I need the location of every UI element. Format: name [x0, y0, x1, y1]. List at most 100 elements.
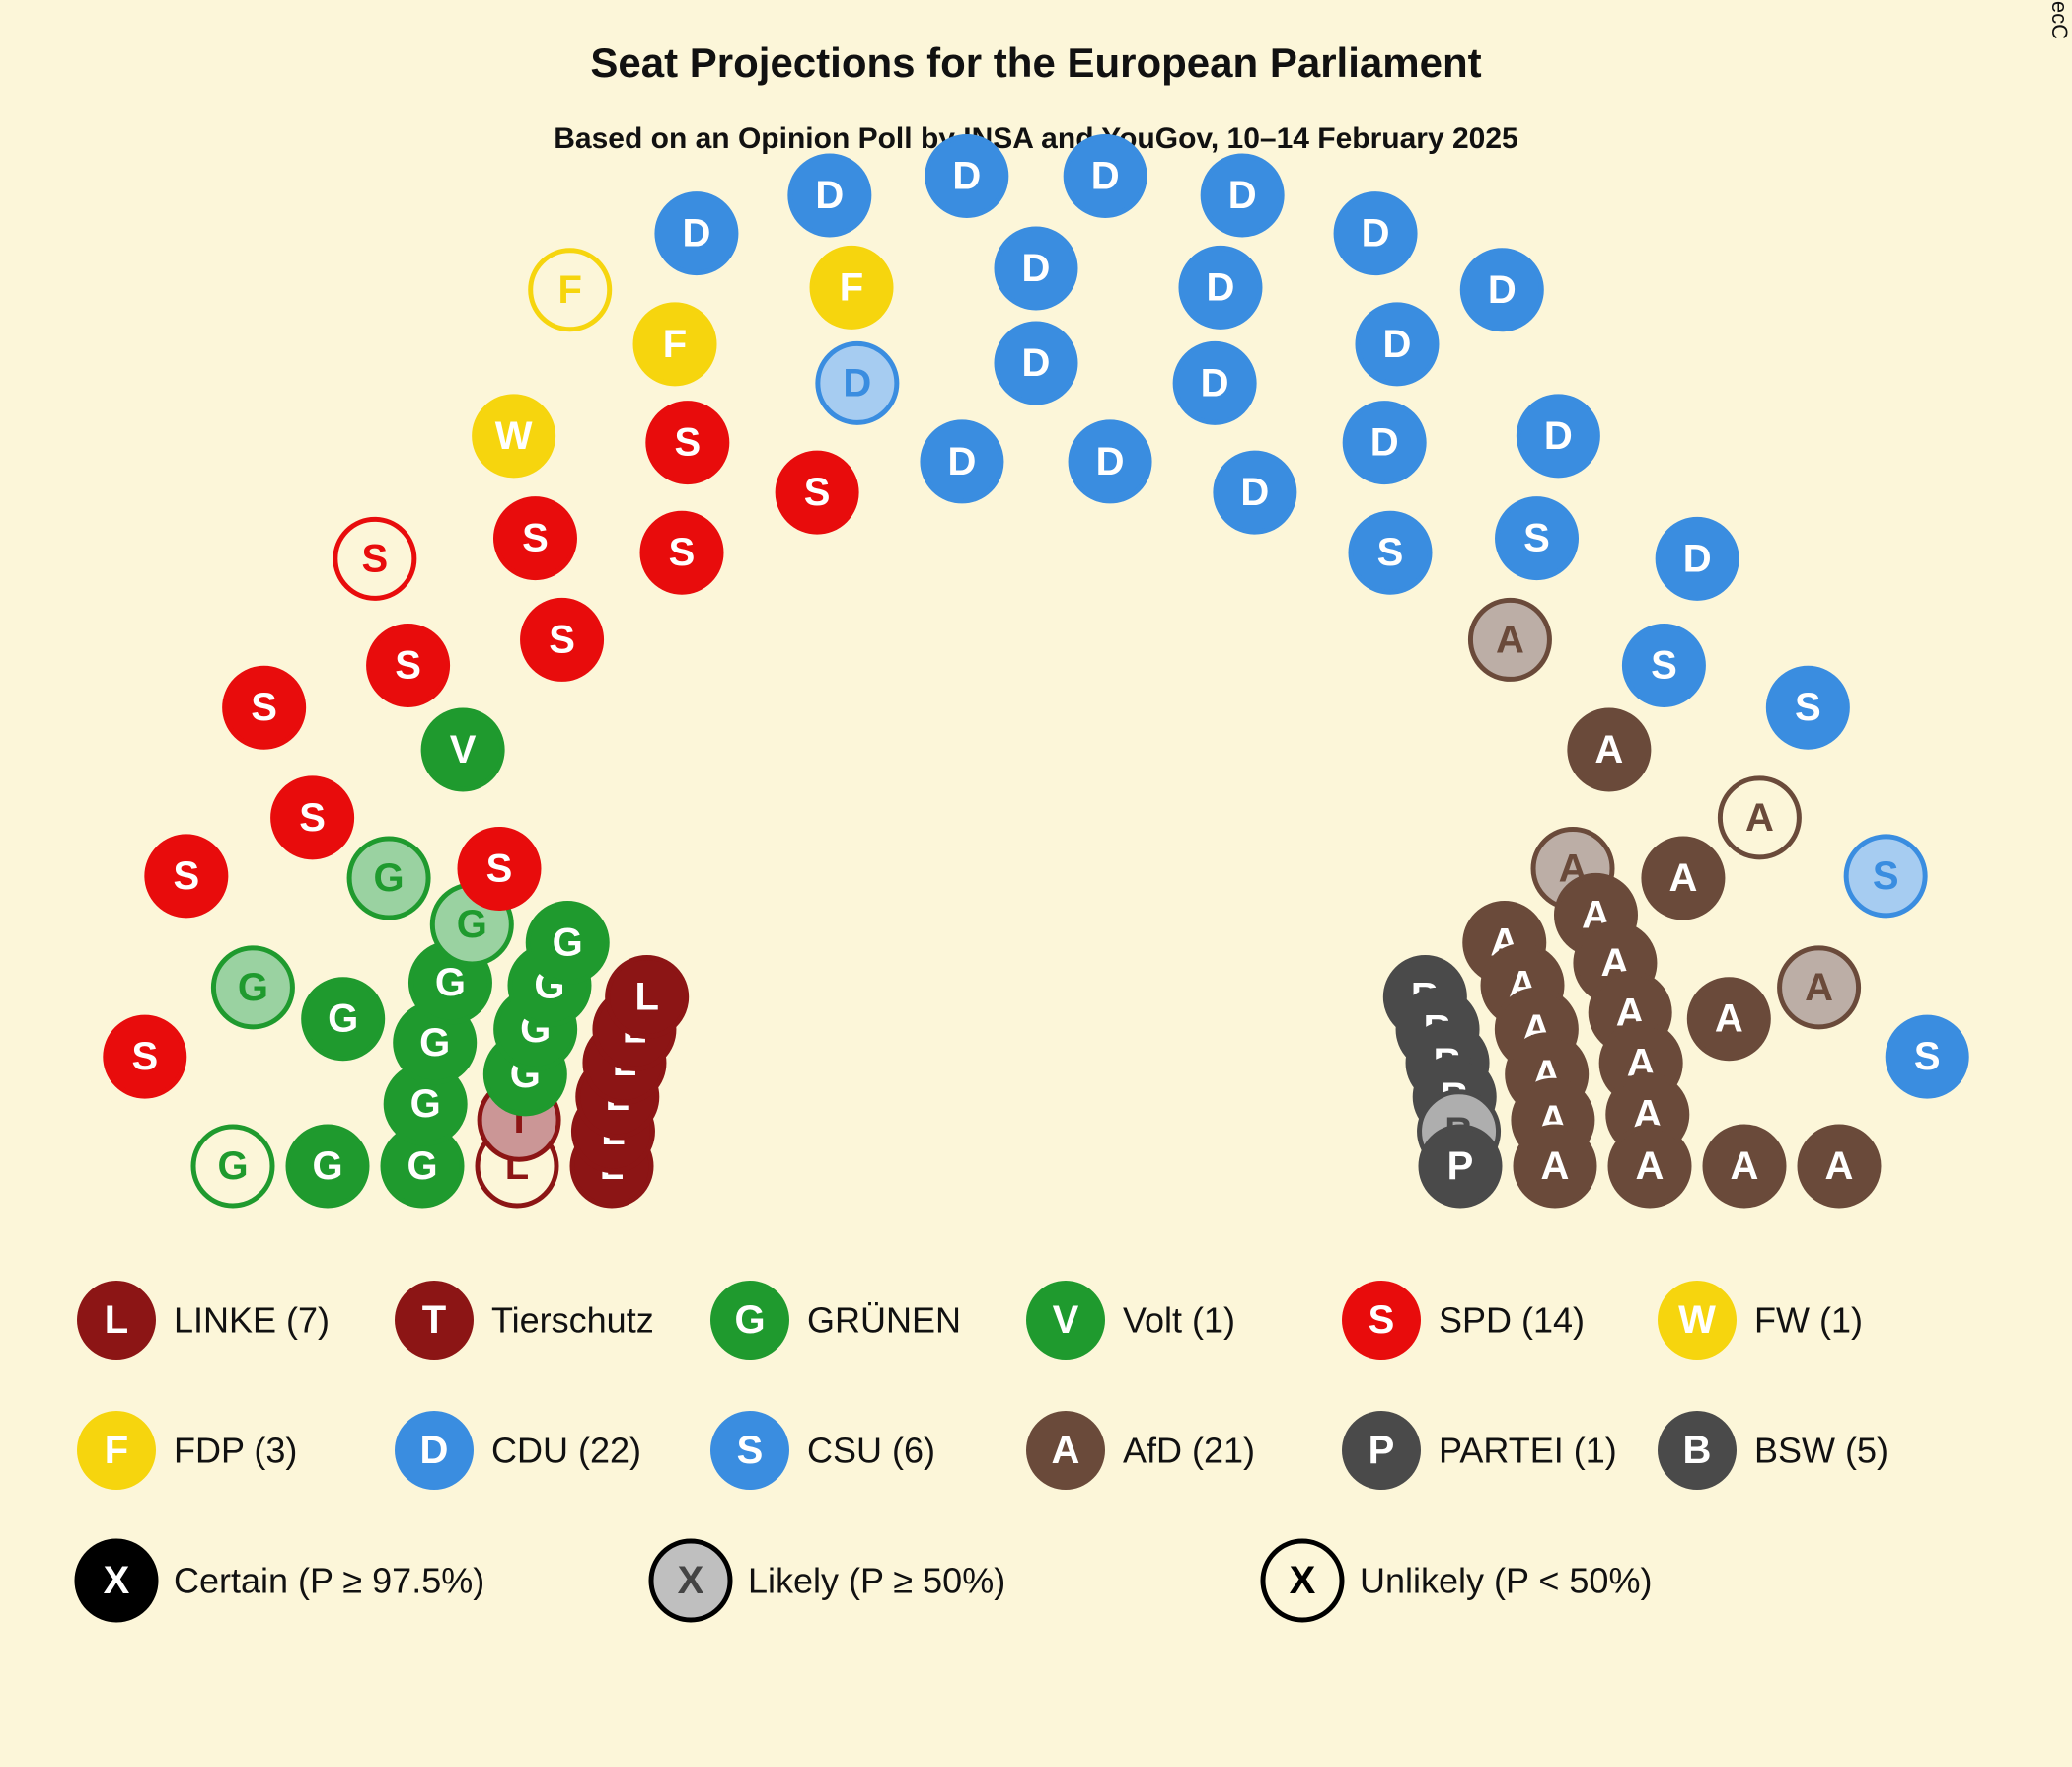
seat-circle	[523, 600, 602, 679]
seat: A	[1610, 1127, 1689, 1206]
seat-circle	[777, 453, 856, 532]
seat-circle	[1518, 397, 1597, 476]
seat: D	[1181, 248, 1260, 327]
legend-swatch	[1658, 1411, 1737, 1490]
seat-circle	[1846, 837, 1925, 916]
seat-circle	[923, 422, 1001, 501]
seat-circle	[225, 668, 304, 747]
seat: D	[997, 324, 1075, 403]
seat-circle	[1689, 980, 1768, 1059]
seat-circle	[1345, 404, 1424, 482]
seat: A	[1720, 778, 1799, 857]
seat: D	[1658, 519, 1737, 598]
legend-label: GRÜNEN	[807, 1300, 961, 1341]
seat: F	[812, 248, 891, 327]
seat-circle	[648, 404, 727, 482]
seat-circle	[997, 324, 1075, 403]
seat: D	[1203, 156, 1282, 235]
seat-circle	[635, 305, 714, 384]
seat-circle	[1351, 513, 1430, 592]
seat-circle	[1462, 251, 1541, 330]
legend-swatch	[710, 1281, 789, 1360]
seat-circle	[997, 229, 1075, 308]
seat-circle	[1887, 1017, 1966, 1096]
seat: D	[790, 156, 869, 235]
seat: D	[923, 422, 1001, 501]
seat: A	[1470, 600, 1549, 679]
legend-certainty-swatch	[1263, 1541, 1342, 1620]
seat-circle	[790, 156, 869, 235]
seat-circle	[273, 778, 352, 857]
seat: A	[1644, 839, 1723, 918]
seat: A	[1570, 710, 1649, 789]
seat-circle	[1336, 194, 1415, 273]
legend-label: PARTEI (1)	[1439, 1431, 1617, 1471]
seat-circle	[1644, 839, 1723, 918]
seat: F	[635, 305, 714, 384]
seat: S	[648, 404, 727, 482]
seat: D	[657, 194, 736, 273]
seat-circle	[193, 1127, 272, 1206]
seat-circle	[1658, 519, 1737, 598]
seat-circle	[1358, 305, 1437, 384]
seat: S	[335, 519, 414, 598]
seat-circle	[1421, 1127, 1500, 1206]
seat: L	[608, 958, 687, 1037]
seat: D	[818, 343, 897, 422]
seat-circle	[812, 248, 891, 327]
seat-circle	[1071, 422, 1149, 501]
seat-circle	[1216, 453, 1295, 532]
seat: A	[1689, 980, 1768, 1059]
seat-circle	[1066, 136, 1145, 215]
seat-circle	[369, 626, 448, 704]
legend-label: Tierschutz	[491, 1300, 654, 1341]
seat: D	[1462, 251, 1541, 330]
seat-circle	[423, 710, 502, 789]
seat-circle	[818, 343, 897, 422]
legend-label: CSU (6)	[807, 1431, 935, 1471]
legend-label: Volt (1)	[1123, 1300, 1235, 1341]
legend-swatch	[395, 1281, 474, 1360]
legend-certainty-swatch	[77, 1541, 156, 1620]
legend-label: SPD (14)	[1439, 1300, 1585, 1341]
chart-title: Seat Projections for the European Parlia…	[590, 39, 1481, 86]
seat-circle	[460, 829, 539, 908]
legend-certainty-label: Unlikely (P < 50%)	[1360, 1561, 1652, 1601]
seat: D	[1358, 305, 1437, 384]
seat: F	[531, 251, 610, 330]
seat: A	[1800, 1127, 1879, 1206]
seat-circle	[335, 519, 414, 598]
seat: G	[349, 839, 428, 918]
legend-label: AfD (21)	[1123, 1431, 1255, 1471]
hemicycle-svg: Seat Projections for the European Parlia…	[0, 0, 2072, 1767]
legend-swatch	[1026, 1411, 1105, 1490]
seat: S	[225, 668, 304, 747]
seat: S	[1624, 626, 1703, 704]
seat-circle	[657, 194, 736, 273]
seat-circle	[147, 837, 226, 916]
chart-subtitle: Based on an Opinion Poll by INSA and You…	[554, 122, 1518, 155]
seat-circle	[1175, 343, 1254, 422]
seat: D	[1066, 136, 1145, 215]
seat: D	[1345, 404, 1424, 482]
seat: S	[1351, 513, 1430, 592]
legend-certainty-label: Likely (P ≥ 50%)	[748, 1561, 1005, 1601]
seat-circle	[106, 1017, 185, 1096]
seat-circle	[642, 513, 721, 592]
seat-circle	[1720, 778, 1799, 857]
seat-circle	[1610, 1127, 1689, 1206]
seat: D	[1175, 343, 1254, 422]
seat: D	[1071, 422, 1149, 501]
legend-swatch	[1026, 1281, 1105, 1360]
seat-circle	[304, 980, 383, 1059]
seat-circle	[1570, 710, 1649, 789]
legend-swatch	[77, 1411, 156, 1490]
seat: D	[927, 136, 1006, 215]
seat-circle	[1181, 248, 1260, 327]
legend-swatch	[1342, 1281, 1421, 1360]
seat-circle	[1203, 156, 1282, 235]
legend-swatch	[77, 1281, 156, 1360]
seat: S	[642, 513, 721, 592]
seat-circle	[927, 136, 1006, 215]
seat-circle	[495, 499, 574, 578]
